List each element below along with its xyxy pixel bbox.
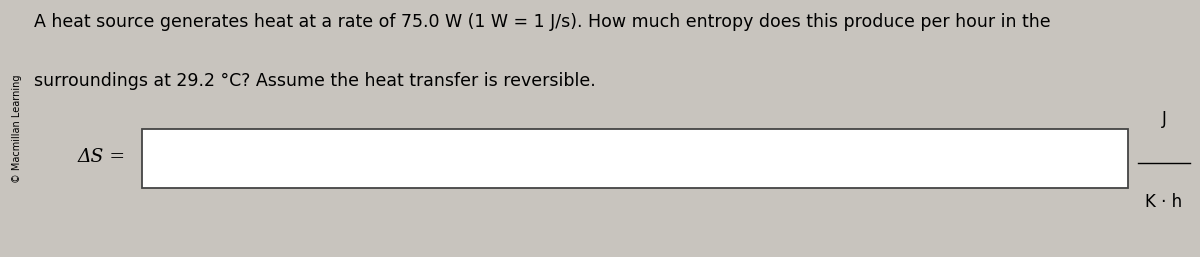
Text: K · h: K · h <box>1146 193 1182 211</box>
Text: ΔS =: ΔS = <box>78 148 126 166</box>
Text: © Macmillan Learning: © Macmillan Learning <box>12 74 22 183</box>
Text: J: J <box>1162 111 1166 128</box>
Text: A heat source generates heat at a rate of 75.0 W (1 W = 1 J/s). How much entropy: A heat source generates heat at a rate o… <box>34 13 1050 31</box>
Text: surroundings at 29.2 °C? Assume the heat transfer is reversible.: surroundings at 29.2 °C? Assume the heat… <box>34 72 595 90</box>
